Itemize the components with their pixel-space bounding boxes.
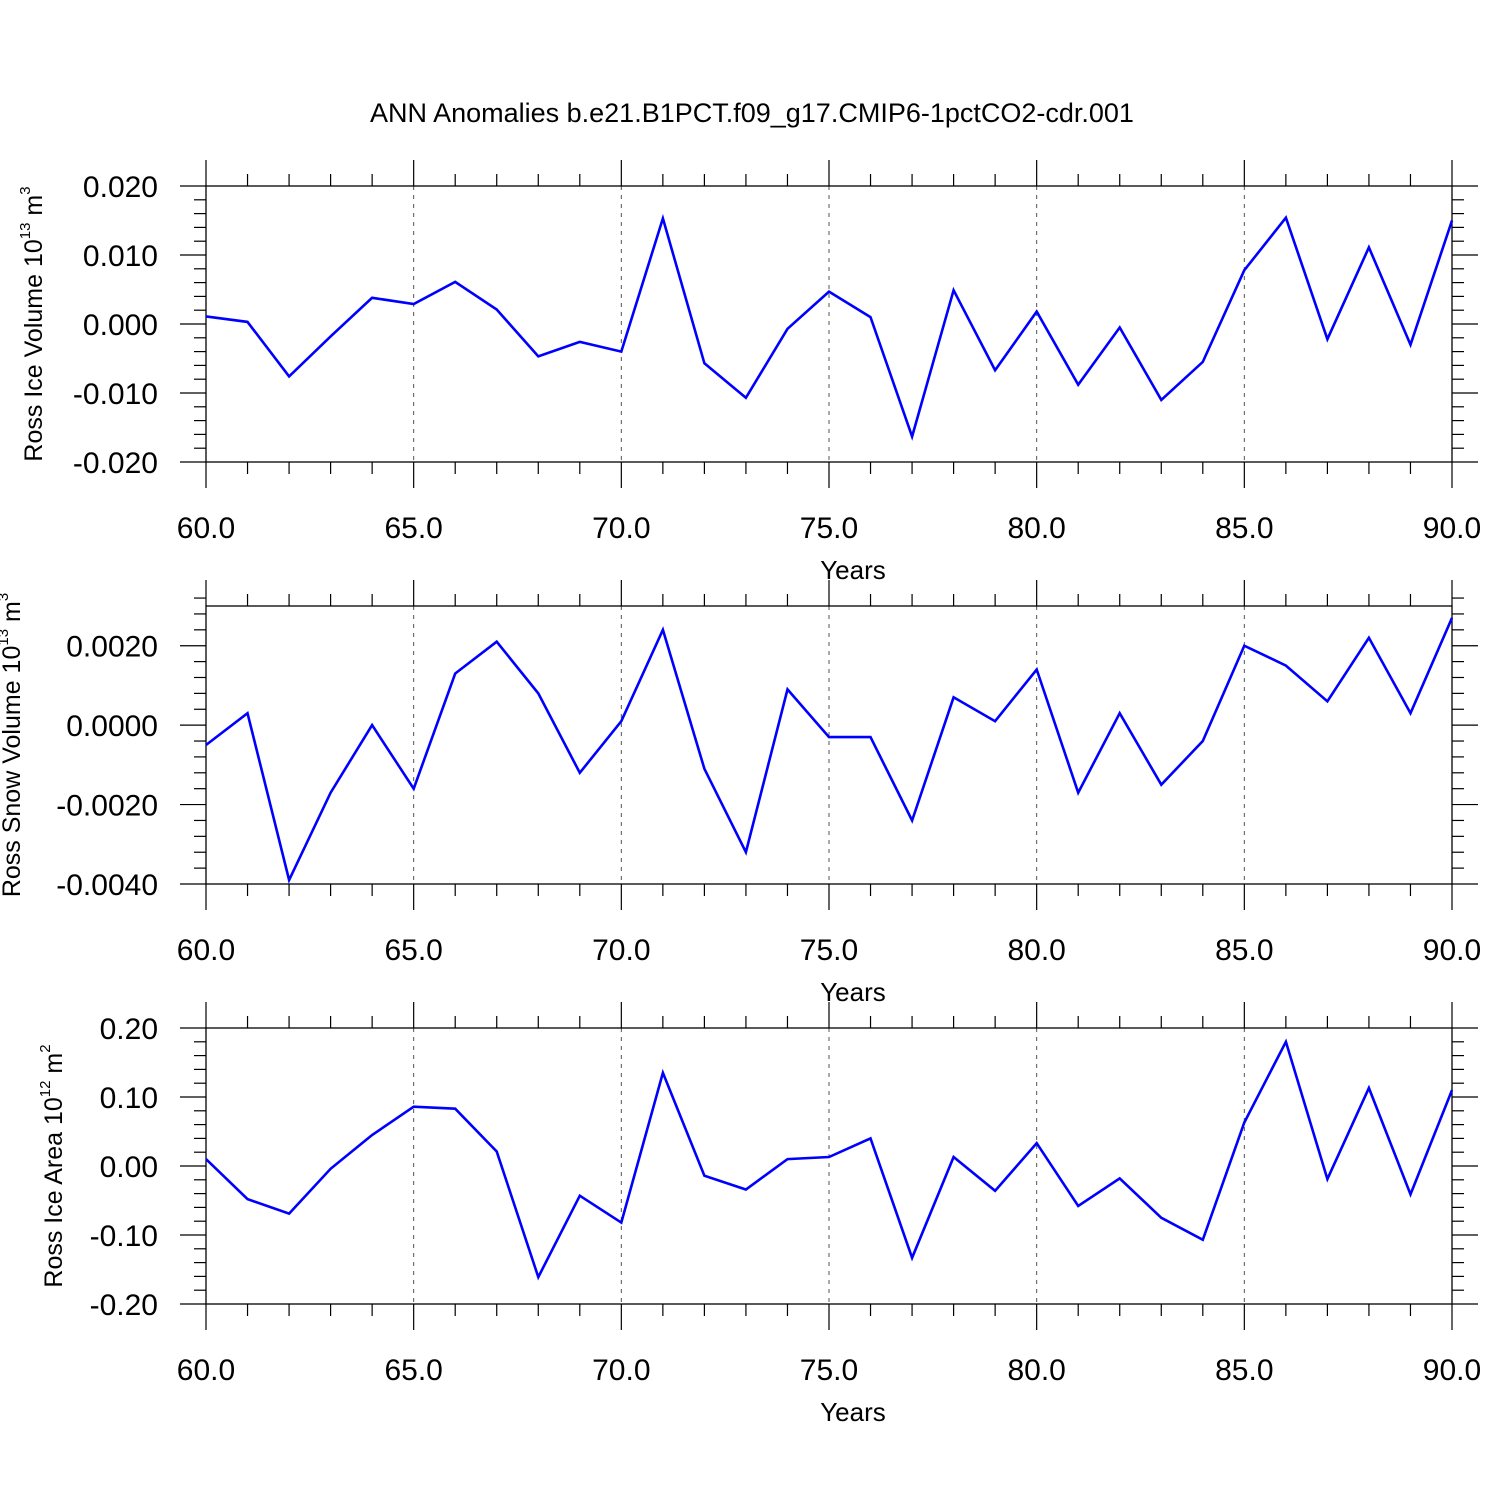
- x-tick-label: 85.0: [1215, 512, 1273, 545]
- y-tick-label: 0.00: [100, 1151, 158, 1184]
- figure-title: ANN Anomalies b.e21.B1PCT.f09_g17.CMIP6-…: [370, 98, 1134, 128]
- panels: 0.020 0.010 0.000 -0.010 -0.020 60.0 65.0 70.0 7…: [0, 160, 1481, 1427]
- series-line: [205, 617, 1454, 884]
- y-tick-label: 0.0020: [66, 631, 158, 664]
- y-axis-label-text: m: [20, 195, 48, 223]
- y-axis-label-superscript: 13: [17, 223, 34, 240]
- x-tick-label: 85.0: [1215, 1354, 1273, 1387]
- y-tick-label: -0.010: [73, 378, 158, 411]
- series-line: [205, 1038, 1454, 1281]
- x-tick-label: 75.0: [800, 1354, 858, 1387]
- y-axis-label: Ross Snow Volume 1013 m3: [0, 593, 26, 897]
- y-tick-label: 0.10: [100, 1082, 158, 1115]
- y-axis-label-text: m: [40, 1053, 68, 1081]
- x-tick-label: 70.0: [592, 512, 650, 545]
- x-axis-label: Years: [820, 1397, 886, 1427]
- panel-3: 0.20 0.10 0.00 -0.10 -0.20 60.0 65.0 70.0 75.0 80…: [37, 1002, 1481, 1427]
- y-tick-label: -0.0020: [56, 790, 158, 823]
- y-axis-label-superscript: 12: [37, 1081, 54, 1098]
- y-tick-label: 0.020: [83, 171, 158, 204]
- y-axis-label-text: Ross Ice Volume 10: [20, 239, 48, 461]
- x-tick-label: 65.0: [384, 1354, 442, 1387]
- y-tick-label: 0.0000: [66, 710, 158, 743]
- y-axis-label-superscript: 3: [0, 593, 12, 601]
- x-tick-label: 80.0: [1007, 512, 1065, 545]
- y-tick-label: -0.0040: [56, 869, 158, 902]
- y-axis-label-superscript: 13: [0, 629, 12, 646]
- y-tick-label: -0.20: [90, 1289, 158, 1322]
- series-line: [205, 213, 1454, 441]
- x-tick-label: 90.0: [1423, 934, 1481, 967]
- y-axis-label-text: m: [0, 601, 26, 629]
- x-tick-label: 70.0: [592, 934, 650, 967]
- x-tick-label: 80.0: [1007, 934, 1065, 967]
- y-axis-label-text: Ross Snow Volume 10: [0, 646, 26, 898]
- x-tick-label: 80.0: [1007, 1354, 1065, 1387]
- x-tick-label: 65.0: [384, 934, 442, 967]
- y-tick-label: 0.20: [100, 1013, 158, 1046]
- y-axis-label-text: Ross Ice Area 10: [40, 1097, 68, 1287]
- x-tick-label: 85.0: [1215, 934, 1273, 967]
- y-axis-label: Ross Ice Area 1012 m2: [37, 1044, 68, 1287]
- x-tick-label: 60.0: [177, 934, 235, 967]
- x-tick-label: 90.0: [1423, 512, 1481, 545]
- x-tick-label: 90.0: [1423, 1354, 1481, 1387]
- x-tick-label: 70.0: [592, 1354, 650, 1387]
- y-tick-label: -0.020: [73, 447, 158, 480]
- panel-2: 0.0020 0.0000 -0.0020 -0.0040 60.0 65.0 70.0 75…: [0, 580, 1481, 1007]
- plot-frame: [205, 1027, 1453, 1305]
- x-tick-label: 75.0: [800, 512, 858, 545]
- panel-1: 0.020 0.010 0.000 -0.010 -0.020 60.0 65.0 70.0 7…: [17, 160, 1481, 585]
- y-axis-label-superscript: 3: [17, 186, 34, 194]
- plot-frame: [205, 185, 1453, 463]
- y-tick-label: 0.000: [83, 309, 158, 342]
- x-tick-label: 60.0: [177, 1354, 235, 1387]
- x-tick-label: 65.0: [384, 512, 442, 545]
- x-axis-label: Years: [820, 977, 886, 1007]
- x-tick-label: 75.0: [800, 934, 858, 967]
- y-tick-label: 0.010: [83, 240, 158, 273]
- x-tick-label: 60.0: [177, 512, 235, 545]
- x-axis-label: Years: [820, 555, 886, 585]
- y-axis-label: Ross Ice Volume 1013 m3: [17, 186, 48, 461]
- y-tick-label: -0.10: [90, 1220, 158, 1253]
- y-axis-label-superscript: 2: [37, 1044, 54, 1052]
